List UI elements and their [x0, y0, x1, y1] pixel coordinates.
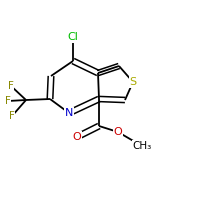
Text: F: F: [9, 111, 15, 121]
Text: S: S: [129, 77, 137, 87]
Text: CH₃: CH₃: [132, 141, 152, 151]
Text: Cl: Cl: [68, 32, 78, 42]
Text: N: N: [65, 108, 73, 118]
Text: O: O: [114, 127, 122, 137]
Text: F: F: [5, 96, 11, 106]
Text: F: F: [8, 81, 14, 91]
Text: O: O: [73, 132, 81, 142]
